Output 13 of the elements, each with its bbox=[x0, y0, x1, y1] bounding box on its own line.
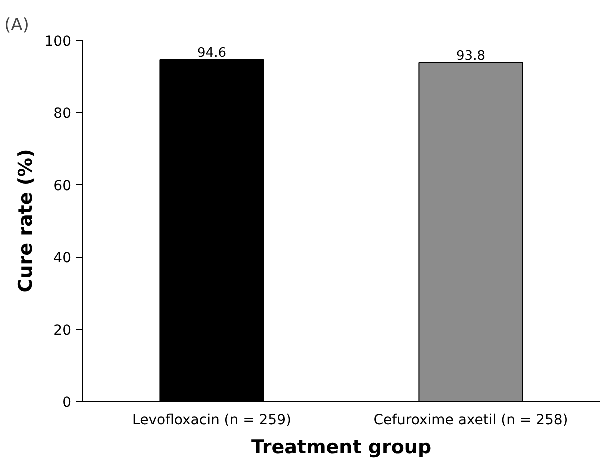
y-tick-label: 100 bbox=[44, 34, 72, 50]
y-tick-label: 60 bbox=[54, 178, 72, 194]
y-tick-label: 80 bbox=[54, 106, 72, 122]
y-axis-title: Cure rate (%) bbox=[14, 149, 37, 293]
x-axis-title: Treatment group bbox=[251, 436, 432, 458]
data-label: 94.6 bbox=[198, 46, 226, 61]
y-tick-label: 40 bbox=[54, 250, 72, 267]
x-tick-label: Levofloxacin (n = 259) bbox=[132, 412, 292, 428]
y-tick-label: 20 bbox=[54, 322, 72, 339]
x-tick-label: Cefuroxime axetil (n = 258) bbox=[374, 412, 568, 428]
chart-title: (A) bbox=[4, 16, 30, 36]
data-label: 93.8 bbox=[456, 48, 486, 64]
y-tick-label: 0 bbox=[62, 395, 72, 411]
